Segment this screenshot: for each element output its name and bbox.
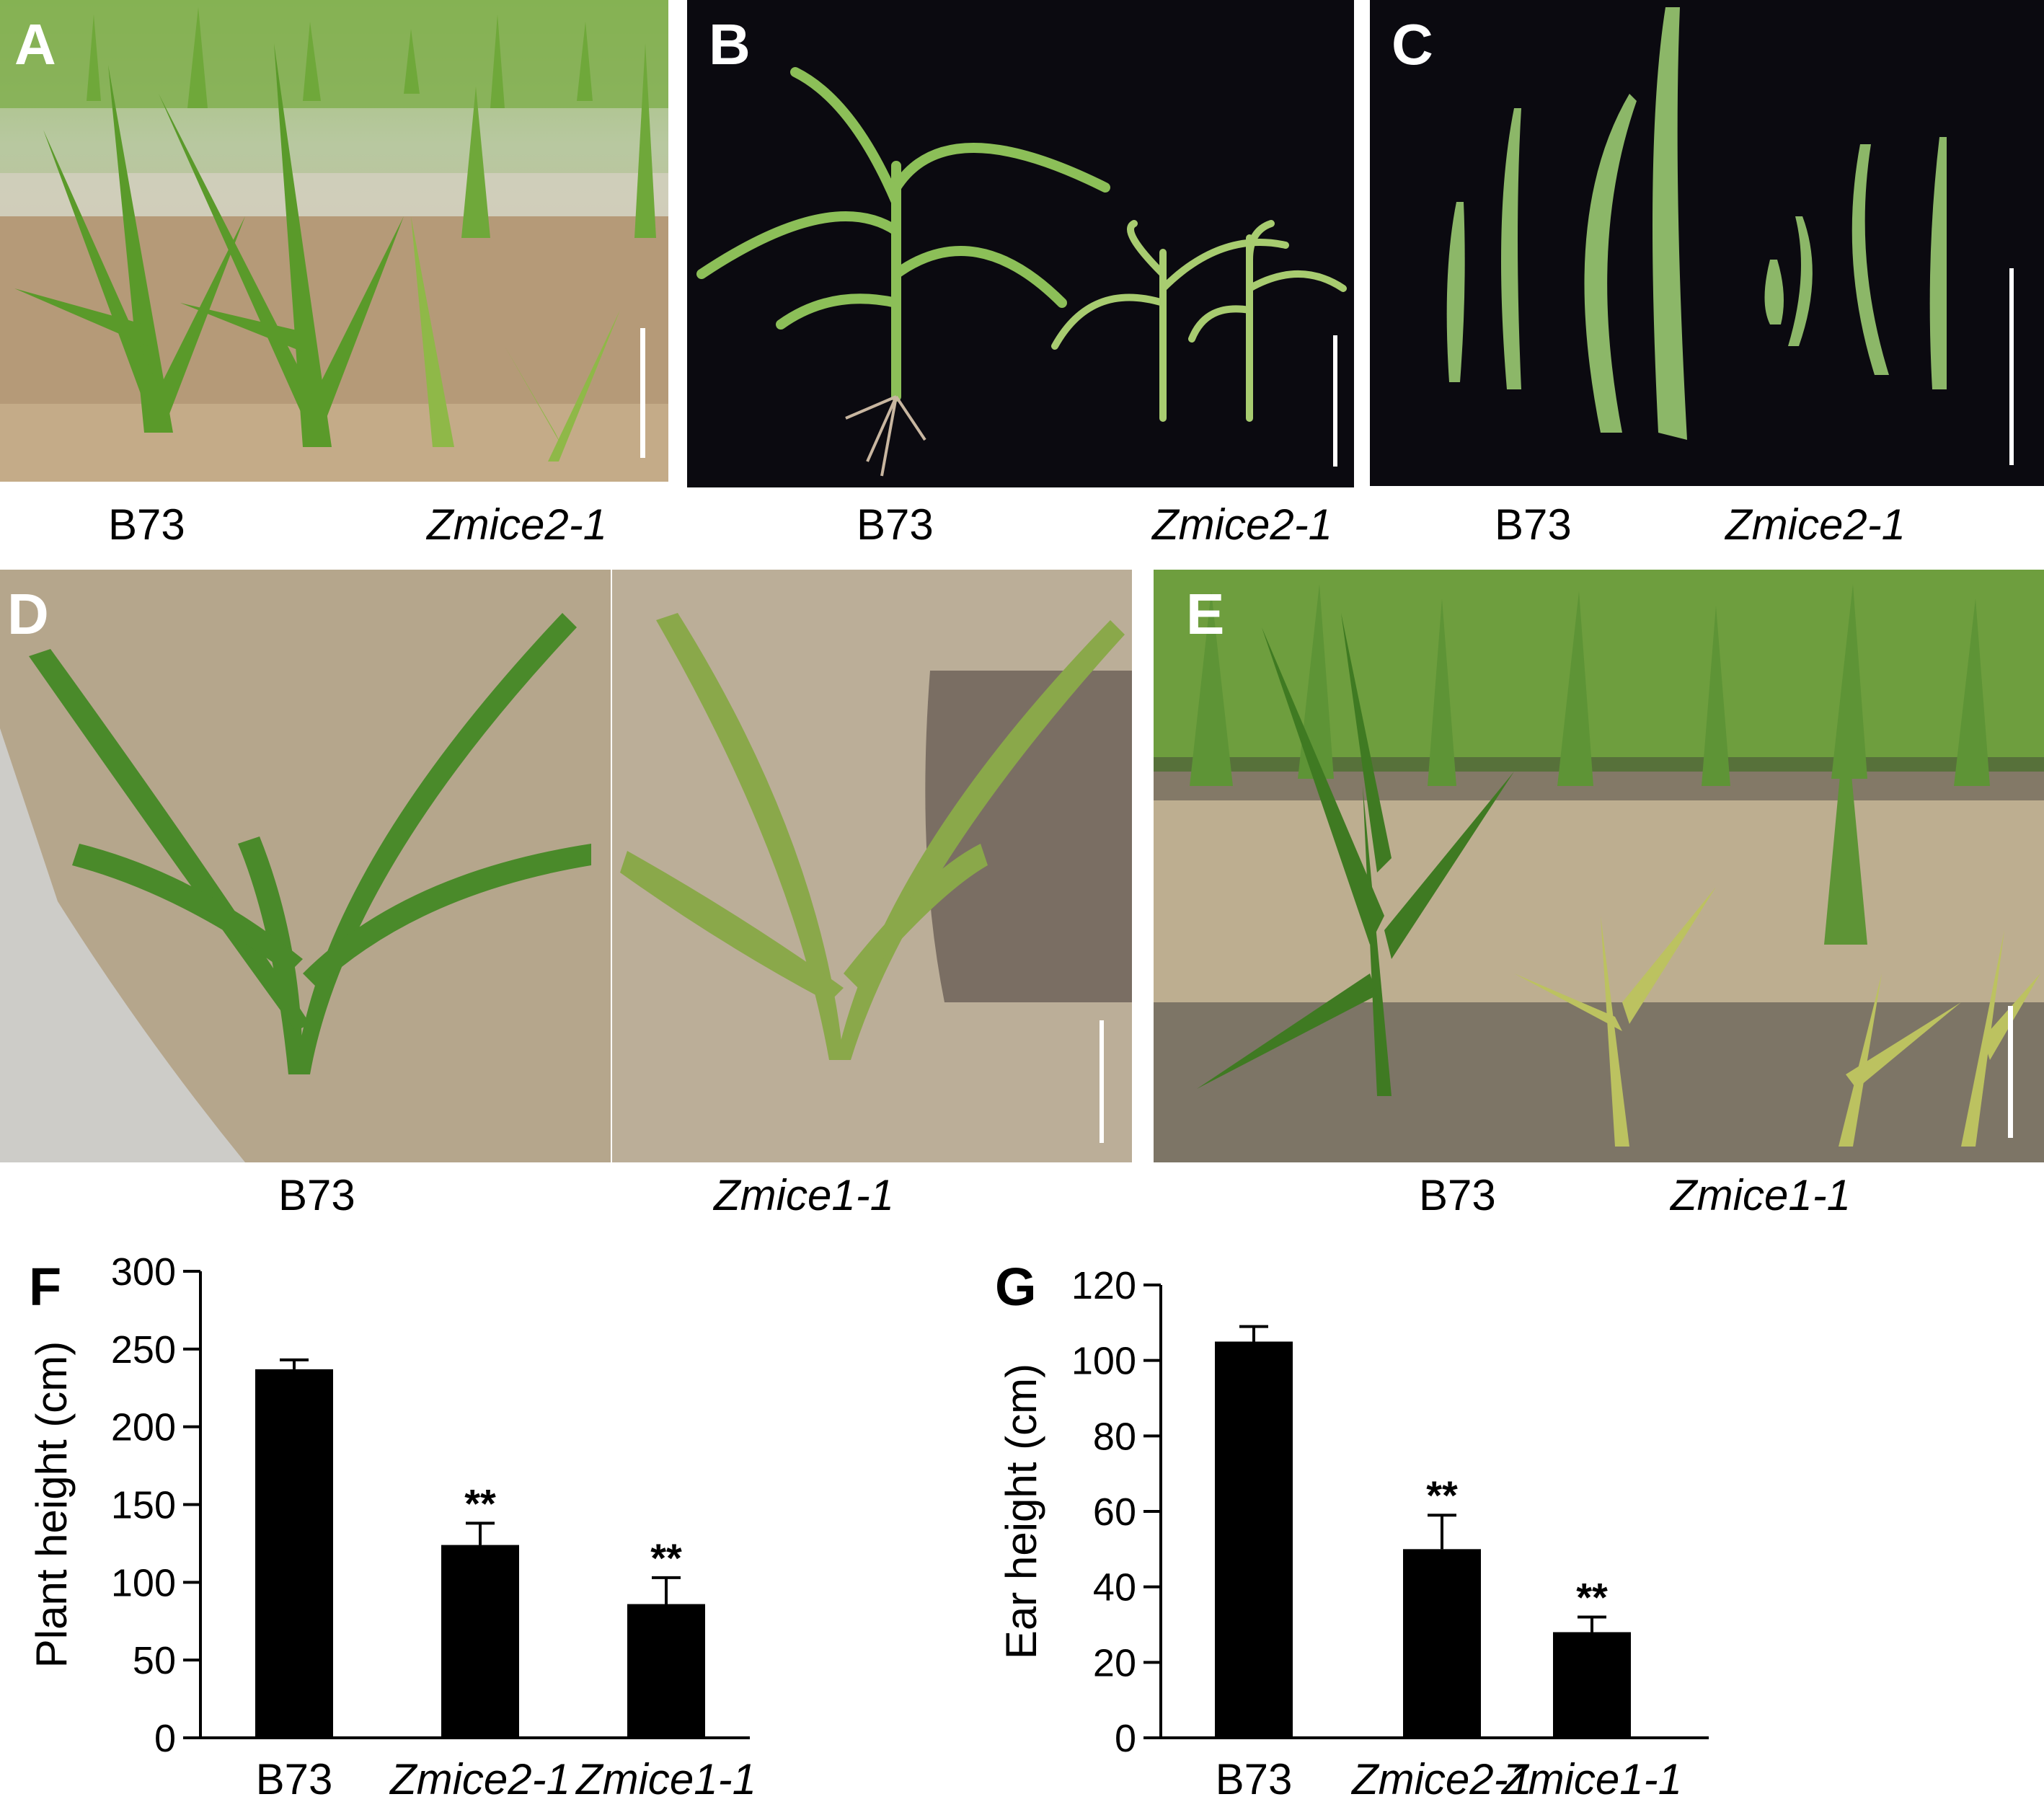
chart-g-bar xyxy=(1215,1341,1293,1738)
chart-g-y-tick-label: 80 xyxy=(1093,1415,1136,1458)
panel-e-label-b73: B73 xyxy=(1419,1171,1496,1219)
chart-g-significance-mark: ** xyxy=(1426,1472,1458,1518)
chart-g-significance-mark: ** xyxy=(1576,1575,1608,1620)
panel-c-letter: C xyxy=(1392,12,1433,76)
chart-f-y-tick-label: 250 xyxy=(111,1328,176,1372)
chart-f-bar xyxy=(627,1604,705,1738)
panel-e-label-mutant: Zmice1-1 xyxy=(1671,1171,1851,1219)
chart-f-y-tick-label: 100 xyxy=(111,1561,176,1604)
panel-a-label-mutant: Zmice2-1 xyxy=(427,500,608,549)
panel-a-label-b73: B73 xyxy=(108,500,185,549)
chart-f-y-tick-label: 300 xyxy=(111,1250,176,1294)
chart-g-category-label: B73 xyxy=(1216,1755,1293,1802)
chart-g-category-label: Zmice1-1 xyxy=(1500,1755,1682,1802)
chart-f-significance-mark: ** xyxy=(464,1480,496,1526)
chart-g-y-tick-label: 0 xyxy=(1115,1717,1136,1760)
chart-f-y-tick-label: 0 xyxy=(154,1717,176,1760)
panel-b-illustration xyxy=(687,0,1354,487)
panel-e-photo: E xyxy=(1154,570,2044,1162)
panel-a-illustration xyxy=(0,0,668,482)
chart-f-y-tick-label: 150 xyxy=(111,1484,176,1527)
chart-f-category-label: Zmice2-1 xyxy=(389,1755,570,1802)
chart-f-category-label: Zmice1-1 xyxy=(575,1755,756,1802)
panel-d-label-mutant: Zmice1-1 xyxy=(714,1171,895,1219)
panel-b-label-mutant: Zmice2-1 xyxy=(1152,500,1333,549)
chart-f-category-label: B73 xyxy=(256,1755,333,1802)
panel-c-photo: C xyxy=(1370,0,2044,486)
chart-g-category-label: Zmice2-1 xyxy=(1350,1755,1532,1802)
panel-d-illustration xyxy=(0,570,1132,1162)
panel-c-illustration xyxy=(1370,0,2044,486)
chart-g-y-tick-label: 40 xyxy=(1093,1566,1136,1609)
panel-a-photo: A xyxy=(0,0,668,482)
panel-b-label-b73: B73 xyxy=(857,500,934,549)
chart-g-panel-letter: G xyxy=(995,1257,1037,1317)
panel-b-scalebar xyxy=(1333,335,1337,467)
chart-g-bar xyxy=(1553,1632,1631,1738)
panel-b-photo: B xyxy=(687,0,1354,487)
chart-g-y-tick-label: 100 xyxy=(1071,1340,1136,1383)
panel-b-letter: B xyxy=(709,12,751,76)
panel-c-label-mutant: Zmice2-1 xyxy=(1725,500,1906,549)
panel-a-scalebar xyxy=(640,328,645,458)
chart-f-bar xyxy=(441,1545,519,1738)
panel-a-letter: A xyxy=(14,12,56,76)
chart-g-y-tick-label: 20 xyxy=(1093,1641,1136,1684)
chart-f-panel-letter: F xyxy=(29,1257,61,1317)
panel-d-letter: D xyxy=(7,582,49,646)
panel-d-photo: D xyxy=(0,570,1132,1162)
chart-f-bar xyxy=(255,1369,333,1738)
chart-g-y-tick-label: 120 xyxy=(1071,1264,1136,1307)
panel-c-label-b73: B73 xyxy=(1495,500,1572,549)
panel-c-scalebar xyxy=(2009,268,2014,465)
panel-d-label-b73: B73 xyxy=(278,1171,355,1219)
panel-e-illustration xyxy=(1154,570,2044,1162)
panel-d-scalebar xyxy=(1100,1020,1104,1143)
chart-f-y-tick-label: 200 xyxy=(111,1406,176,1449)
panel-e-letter: E xyxy=(1186,582,1225,646)
chart-g-y-axis-label: Ear height (cm) xyxy=(997,1364,1045,1659)
chart-f-y-tick-label: 50 xyxy=(133,1639,176,1682)
chart-g-y-tick-label: 60 xyxy=(1093,1490,1136,1534)
chart-f-significance-mark: ** xyxy=(650,1535,682,1581)
panel-e-scalebar xyxy=(2008,1006,2013,1138)
chart-f-y-axis-label: Plant height (cm) xyxy=(27,1341,76,1669)
chart-g-bar xyxy=(1403,1549,1481,1738)
